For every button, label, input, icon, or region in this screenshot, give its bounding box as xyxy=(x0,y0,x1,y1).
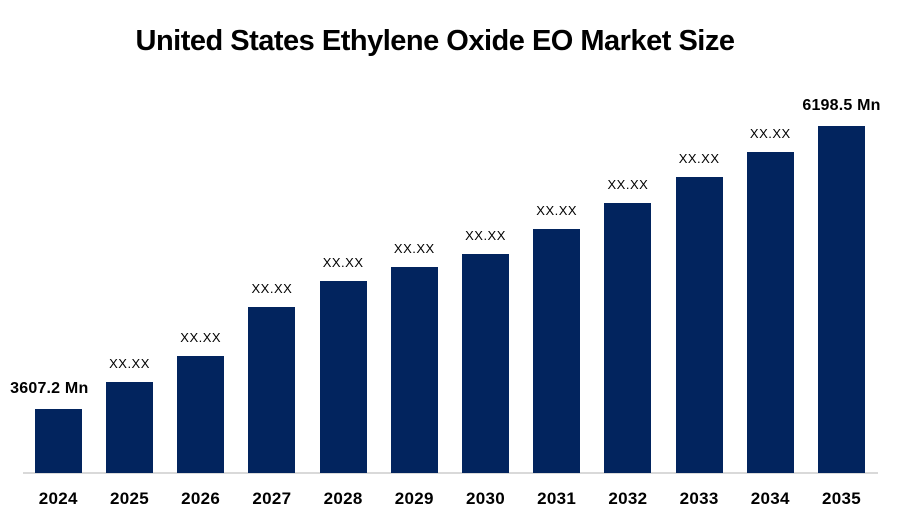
x-tick-2032: 2032 xyxy=(608,489,648,508)
bar-2027 xyxy=(248,307,296,473)
x-tick-2034: 2034 xyxy=(750,489,790,508)
bar-2025 xyxy=(106,382,153,473)
x-tick-2029: 2029 xyxy=(394,489,434,508)
bar-value-label-2024: 3607.2 Mn xyxy=(10,380,89,397)
x-tick-2024: 2024 xyxy=(38,489,78,508)
bar-value-label-2027: XX.XX xyxy=(251,281,293,296)
x-tick-2031: 2031 xyxy=(537,489,577,508)
bar-2031 xyxy=(533,229,581,473)
bar-2028 xyxy=(319,281,367,473)
x-tick-2025: 2025 xyxy=(109,489,150,508)
bar-value-label-2028: XX.XX xyxy=(322,255,364,270)
x-tick-2035: 2035 xyxy=(821,489,862,508)
x-tick-2026: 2026 xyxy=(181,489,221,508)
bar-2029 xyxy=(390,267,438,473)
bar-value-label-2033: XX.XX xyxy=(678,151,720,166)
bar-2034 xyxy=(746,152,794,473)
x-tick-2030: 2030 xyxy=(465,489,506,508)
bar-value-label-2032: XX.XX xyxy=(607,177,649,192)
bar-2035 xyxy=(818,126,865,473)
bar-2030 xyxy=(462,254,509,473)
x-tick-2028: 2028 xyxy=(323,489,363,508)
bar-value-label-2025: XX.XX xyxy=(109,356,150,371)
chart-title: United States Ethylene Oxide EO Market S… xyxy=(135,25,735,57)
bar-value-label-2030: XX.XX xyxy=(465,228,506,243)
bar-value-label-2035: 6198.5 Mn xyxy=(802,97,881,114)
bar-value-label-2026: XX.XX xyxy=(180,330,222,345)
bar-2033 xyxy=(675,177,723,473)
bar-2026 xyxy=(177,356,225,473)
x-axis-line xyxy=(23,471,878,474)
bar-2024 xyxy=(34,409,82,473)
bar-value-label-2029: XX.XX xyxy=(393,241,435,256)
bar-value-label-2034: XX.XX xyxy=(749,126,791,141)
bar-value-label-2031: XX.XX xyxy=(536,203,578,218)
bar-2032 xyxy=(604,203,652,473)
x-tick-2027: 2027 xyxy=(252,489,292,508)
x-tick-2033: 2033 xyxy=(679,489,719,508)
